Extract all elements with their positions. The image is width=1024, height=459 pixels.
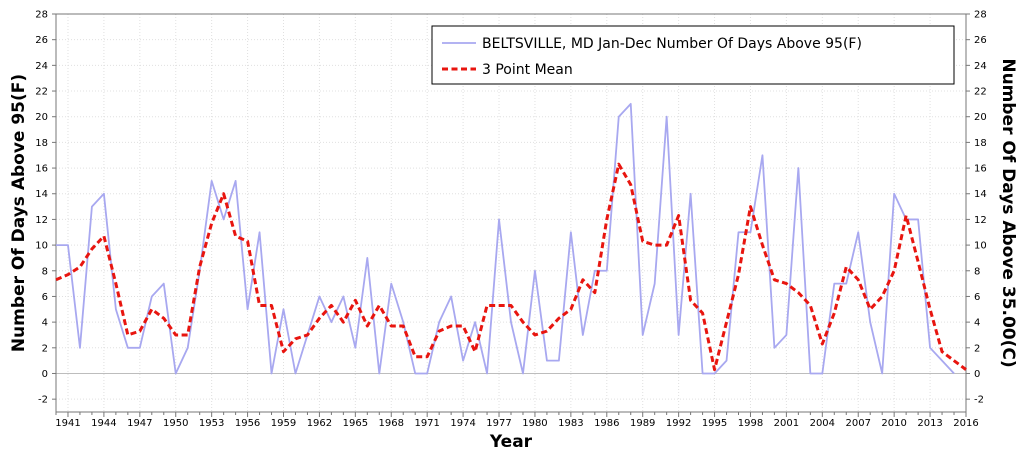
y-tick-label-right: 14	[974, 189, 987, 200]
x-tick-label: 1947	[127, 418, 152, 429]
x-tick-label: 1992	[666, 418, 691, 429]
y-tick-label-right: 8	[974, 266, 980, 277]
y-tick-label-left: 24	[35, 61, 48, 72]
x-tick-label: 1956	[235, 418, 260, 429]
y-axis-title-left: Number Of Days Above 95(F)	[9, 74, 29, 352]
y-tick-label-right: 0	[974, 369, 980, 380]
x-tick-label: 2001	[774, 418, 799, 429]
series-group	[55, 102, 967, 375]
y-tick-label-left: -2	[38, 395, 48, 406]
y-tick-label-left: 18	[35, 138, 48, 149]
x-tick-label: 1965	[343, 418, 368, 429]
x-axis-title: Year	[489, 432, 533, 452]
x-tick-label: 1950	[163, 418, 188, 429]
y-tick-label-left: 2	[42, 343, 48, 354]
x-tick-label: 1995	[702, 418, 727, 429]
y-tick-label-right: 20	[974, 112, 987, 123]
y-tick-label-right: 24	[974, 61, 987, 72]
y-tick-label-left: 16	[35, 164, 48, 175]
x-tick-label: 1941	[55, 418, 80, 429]
y-tick-label-left: 4	[42, 318, 48, 329]
y-tick-label-left: 6	[42, 292, 48, 303]
x-tick-label: 1971	[414, 418, 439, 429]
y-tick-label-right: 18	[974, 138, 987, 149]
y-tick-label-right: 12	[974, 215, 987, 226]
y-tick-label-right: 26	[974, 35, 987, 46]
y-tick-label-right: 2	[974, 343, 980, 354]
x-tick-label: 2004	[810, 418, 835, 429]
x-tick-label: 1983	[558, 418, 583, 429]
x-tick-label: 1986	[594, 418, 619, 429]
legend-label-observed: BELTSVILLE, MD Jan-Dec Number Of Days Ab…	[482, 36, 862, 52]
y-tick-label-left: 20	[35, 112, 48, 123]
y-tick-label-right: 28	[974, 10, 987, 21]
y-tick-label-left: 8	[42, 266, 48, 277]
y-tick-label-right: 4	[974, 318, 980, 329]
x-tick-label: 1953	[199, 418, 224, 429]
y-tick-label-left: 14	[35, 189, 48, 200]
x-tick-label: 2016	[953, 418, 978, 429]
y-tick-label-left: 22	[35, 87, 48, 98]
x-tick-label: 1962	[307, 418, 332, 429]
x-axis: 1941 1944 1947 1950 1953 1956 1959 1962 1965 1968…	[55, 412, 979, 429]
x-tick-label: 1998	[738, 418, 763, 429]
y-tick-label-right: 10	[974, 241, 987, 252]
x-tick-label: 1968	[379, 418, 404, 429]
series-line-observed	[56, 102, 955, 375]
y-tick-label-right: 16	[974, 164, 987, 175]
x-tick-label: 2013	[917, 418, 942, 429]
x-tick-label: 2007	[846, 418, 871, 429]
legend-box	[431, 25, 955, 85]
x-tick-label: 2010	[881, 418, 906, 429]
legend: BELTSVILLE, MD Jan-Dec Number Of Days Ab…	[431, 25, 955, 85]
y-axis-title-right: Number Of Days Above 35.00(C)	[998, 58, 1018, 367]
y-tick-label-right: 22	[974, 87, 987, 98]
y-tick-label-left: 0	[42, 369, 48, 380]
y-tick-label-right: 6	[974, 292, 980, 303]
x-tick-label: 1944	[91, 418, 116, 429]
x-tick-label: 1959	[271, 418, 296, 429]
legend-label-mean: 3 Point Mean	[482, 62, 573, 78]
y-tick-label-left: 10	[35, 241, 48, 252]
series-line-3pt-mean	[55, 162, 967, 372]
x-tick-label: 1974	[450, 418, 475, 429]
y-tick-label-right: -2	[974, 395, 984, 406]
y-tick-label-left: 26	[35, 35, 48, 46]
x-tick-label: 1989	[630, 418, 655, 429]
x-tick-label: 1980	[522, 418, 547, 429]
x-tick-label: 1977	[486, 418, 511, 429]
y-tick-label-left: 12	[35, 215, 48, 226]
y-tick-label-left: 28	[35, 10, 48, 21]
